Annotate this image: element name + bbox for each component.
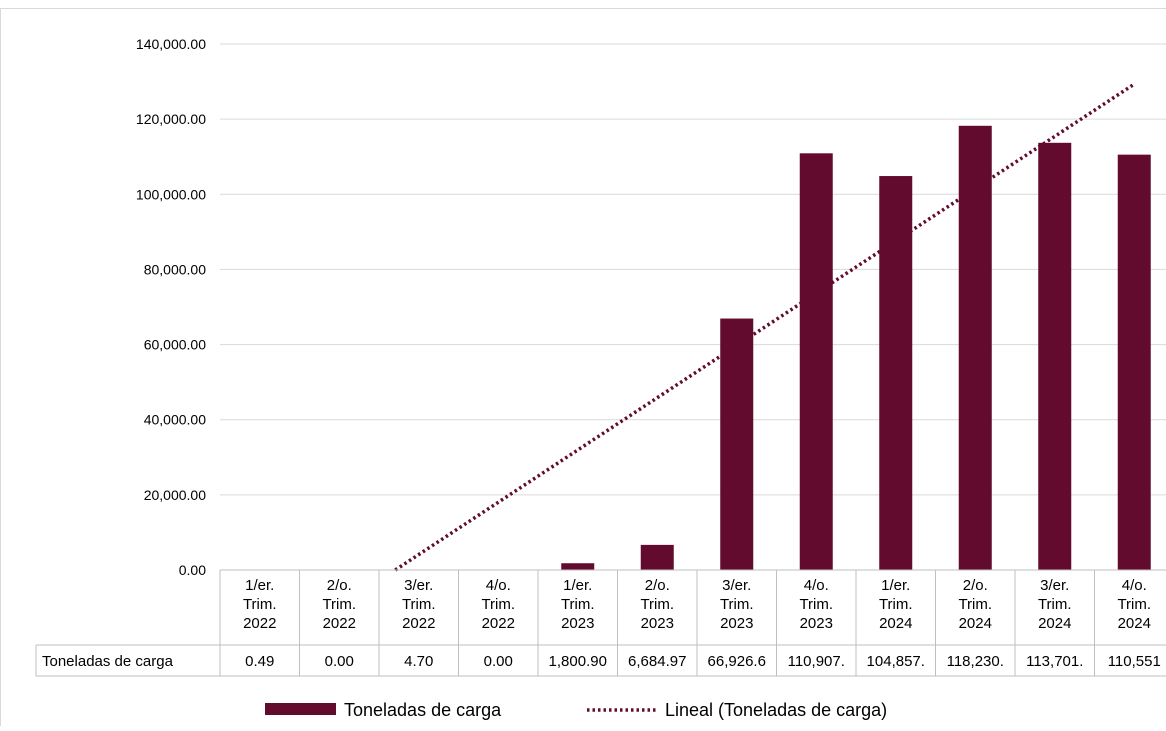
x-category-line: Trim. <box>879 596 913 613</box>
x-category-line: Trim. <box>322 596 356 613</box>
x-category-line: 2024 <box>1118 615 1151 632</box>
x-category-line: 2023 <box>641 615 674 632</box>
x-category-line: Trim. <box>640 596 674 613</box>
table-cell-value: 104,857. <box>867 653 925 670</box>
legend-label-bars: Toneladas de carga <box>344 700 502 720</box>
table-cell-value: 118,230. <box>947 653 1004 670</box>
x-category-line: 2024 <box>959 615 992 632</box>
table-cell-value: 110,551 <box>1108 653 1161 670</box>
x-category-line: 4/o. <box>1122 577 1147 594</box>
x-category-line: 2024 <box>879 615 912 632</box>
x-category-line: 4/o. <box>486 577 511 594</box>
bar <box>561 563 594 570</box>
table-cell-value: 0.00 <box>325 653 354 670</box>
x-category-line: Trim. <box>799 596 833 613</box>
bar <box>1118 155 1151 570</box>
bar <box>800 153 833 570</box>
x-category-label: 1/er. Trim. 2022 <box>243 577 277 632</box>
x-category-line: 2023 <box>720 615 753 632</box>
x-category-line: 3/er. <box>404 577 433 594</box>
x-category-line: 2023 <box>561 615 594 632</box>
bar <box>641 545 674 570</box>
x-category-line: 2/o. <box>645 577 670 594</box>
x-category-line: 3/er. <box>1040 577 1069 594</box>
x-category-label: 3/er. Trim. 2022 <box>402 577 436 632</box>
legend-swatch-bars <box>265 703 336 715</box>
x-category-label: 4/o. Trim. 2023 <box>799 577 833 632</box>
y-tick-label: 120,000.00 <box>136 111 206 127</box>
x-category-line: Trim. <box>1117 596 1151 613</box>
x-category-line: 2/o. <box>963 577 988 594</box>
x-category-line: Trim. <box>1038 596 1072 613</box>
y-tick-label: 20,000.00 <box>144 487 206 503</box>
x-category-label: 3/er. Trim. 2024 <box>1038 577 1072 632</box>
table-cell-value: 6,684.97 <box>628 653 686 670</box>
x-category-label: 4/o. Trim. 2024 <box>1117 577 1151 632</box>
y-tick-label: 40,000.00 <box>144 412 206 428</box>
y-tick-label: 140,000.00 <box>136 36 206 52</box>
x-category-line: Trim. <box>561 596 595 613</box>
x-category-line: 2/o. <box>327 577 352 594</box>
x-category-line: 2022 <box>402 615 435 632</box>
x-category-line: Trim. <box>243 596 277 613</box>
x-category-line: 2022 <box>323 615 356 632</box>
y-tick-label: 100,000.00 <box>136 186 206 202</box>
x-category-line: 3/er. <box>722 577 751 594</box>
bar <box>720 319 753 570</box>
x-category-line: 2022 <box>243 615 276 632</box>
table-cell-value: 0.49 <box>245 653 274 670</box>
x-category-line: 1/er. <box>245 577 274 594</box>
x-category-line: 2023 <box>800 615 833 632</box>
x-category-label: 2/o. Trim. 2024 <box>958 577 992 632</box>
x-category-line: 2022 <box>482 615 515 632</box>
x-category-label: 1/er. Trim. 2024 <box>879 577 913 632</box>
x-category-label: 2/o. Trim. 2023 <box>640 577 674 632</box>
x-category-line: Trim. <box>720 596 754 613</box>
x-category-label: 3/er. Trim. 2023 <box>720 577 754 632</box>
y-tick-label: 80,000.00 <box>144 261 206 277</box>
legend-label-trendline: Lineal (Toneladas de carga) <box>665 700 887 720</box>
x-category-line: 1/er. <box>881 577 910 594</box>
x-category-line: 4/o. <box>804 577 829 594</box>
x-category-line: Trim. <box>481 596 515 613</box>
x-category-line: 1/er. <box>563 577 592 594</box>
x-category-line: Trim. <box>402 596 436 613</box>
table-cell-value: 66,926.6 <box>708 653 766 670</box>
x-category-label: 2/o. Trim. 2022 <box>322 577 356 632</box>
table-cell-value: 0.00 <box>484 653 513 670</box>
table-cell-value: 1,800.90 <box>549 653 607 670</box>
y-tick-label: 0.00 <box>179 562 206 578</box>
table-cell-value: 110,907. <box>788 653 845 670</box>
table-cell-value: 4.70 <box>404 653 433 670</box>
bar <box>959 126 992 570</box>
table-row-header: Toneladas de carga <box>42 653 174 670</box>
bar <box>1038 143 1071 570</box>
x-category-line: Trim. <box>958 596 992 613</box>
x-category-line: 2024 <box>1038 615 1071 632</box>
x-category-label: 1/er. Trim. 2023 <box>561 577 595 632</box>
x-category-label: 4/o. Trim. 2022 <box>481 577 515 632</box>
table-cell-value: 113,701. <box>1026 653 1083 670</box>
y-tick-label: 60,000.00 <box>144 337 206 353</box>
